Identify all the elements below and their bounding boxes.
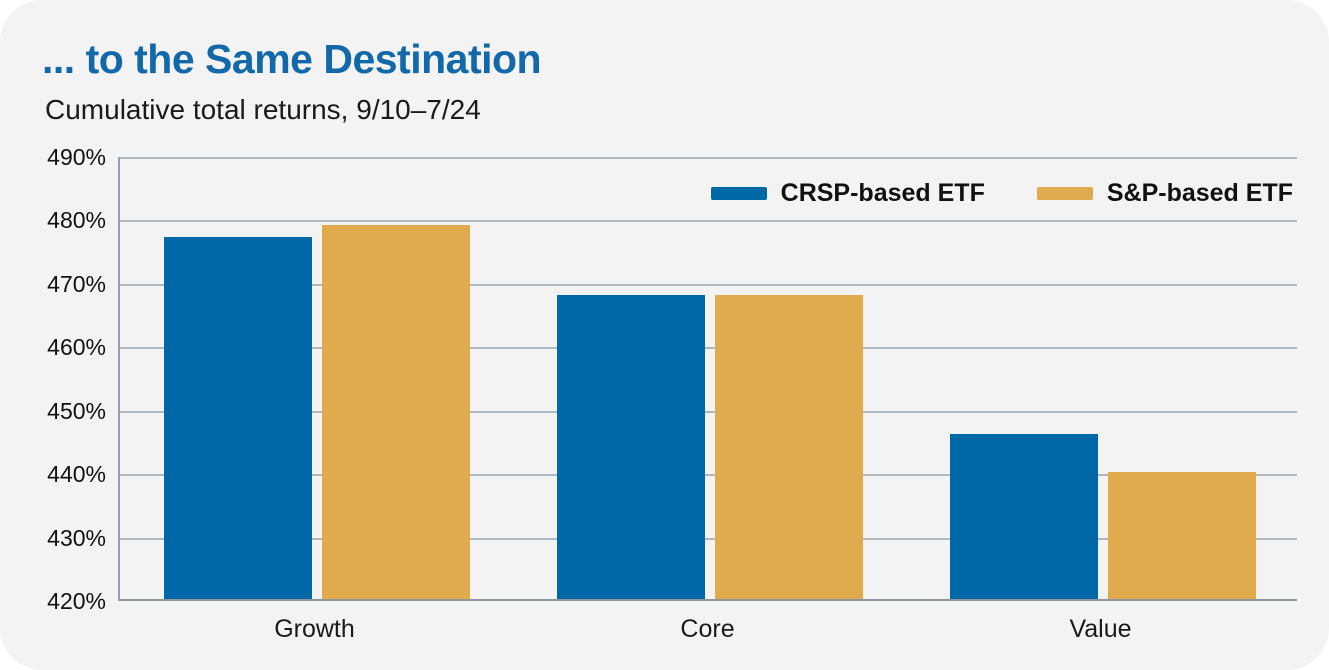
legend-item-sp: S&P-based ETF <box>1036 179 1293 208</box>
gridline <box>120 283 1297 286</box>
x-category-label: Growth <box>274 615 355 643</box>
y-tick-label: 460% <box>47 334 106 361</box>
legend-item-crsp: CRSP-based ETF <box>710 179 985 208</box>
gridline <box>120 474 1297 477</box>
bar-core-crsp <box>556 294 705 599</box>
x-category-label: Value <box>1069 615 1132 643</box>
bar-value-sp <box>1107 472 1256 599</box>
y-tick-label: 470% <box>47 270 106 297</box>
crsp-legend-swatch-icon <box>710 187 767 200</box>
sp-legend-swatch-icon <box>1036 187 1093 200</box>
y-tick-label: 490% <box>47 144 106 170</box>
chart-title: ... to the Same Destination <box>42 36 542 82</box>
gridline <box>120 347 1297 350</box>
gridline <box>120 410 1297 413</box>
gridline <box>120 157 1297 159</box>
bar-value-crsp <box>949 434 1098 599</box>
chart-subtitle: Cumulative total returns, 9/10–7/24 <box>45 94 481 125</box>
gridline <box>120 220 1297 223</box>
x-category-label: Core <box>680 615 735 643</box>
bar-growth-sp <box>321 224 470 599</box>
y-tick-label: 450% <box>47 397 106 424</box>
y-tick-label: 480% <box>47 207 106 234</box>
bar-growth-crsp <box>163 237 312 599</box>
bar-core-sp <box>714 294 863 599</box>
y-tick-label: 420% <box>47 588 106 614</box>
y-tick-label: 430% <box>47 524 106 551</box>
chart-legend: CRSP-based ETF S&P-based ETF <box>710 179 1293 208</box>
y-tick-label: 440% <box>47 461 106 488</box>
gridline <box>120 537 1297 540</box>
legend-label-sp: S&P-based ETF <box>1106 179 1293 207</box>
plot-area: CRSP-based ETF S&P-based ETF <box>118 157 1297 601</box>
legend-label-crsp: CRSP-based ETF <box>780 179 985 207</box>
